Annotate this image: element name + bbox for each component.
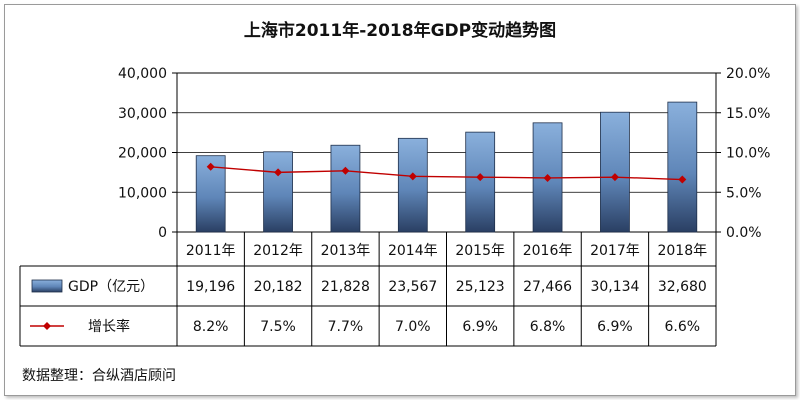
growth-value: 6.6% bbox=[665, 319, 701, 335]
gdp-bars bbox=[195, 101, 698, 233]
gdp-value: 32,680 bbox=[658, 279, 707, 295]
right-tick-label: 10.0% bbox=[726, 146, 770, 162]
gdp-bar bbox=[330, 144, 361, 233]
right-tick-label: 20.0% bbox=[726, 66, 770, 82]
legend-gdp-swatch bbox=[31, 279, 63, 293]
growth-value: 7.7% bbox=[328, 319, 364, 335]
growth-value: 7.0% bbox=[395, 319, 431, 335]
gridlines bbox=[177, 72, 716, 193]
legend-rate-label: 增长率 bbox=[88, 318, 130, 335]
left-tick-label: 40,000 bbox=[118, 66, 167, 82]
gdp-value: 30,134 bbox=[590, 279, 639, 295]
gdp-bar bbox=[667, 101, 698, 233]
growth-point bbox=[543, 173, 552, 182]
chart-title: 上海市2011年-2018年GDP变动趋势图 bbox=[244, 20, 556, 41]
category-label: 2015年 bbox=[455, 243, 505, 259]
growth-value: 6.9% bbox=[597, 319, 633, 335]
source-note: 数据整理：合纵酒店顾问 bbox=[22, 368, 176, 384]
category-label: 2014年 bbox=[388, 243, 438, 259]
right-axis: 0.0% 5.0% 10.0% 15.0% 20.0% bbox=[716, 66, 770, 241]
right-tick-label: 5.0% bbox=[726, 185, 762, 201]
left-tick-label: 30,000 bbox=[118, 106, 167, 122]
growth-line bbox=[206, 162, 687, 184]
growth-value: 8.2% bbox=[193, 319, 229, 335]
gdp-value: 20,182 bbox=[254, 279, 303, 295]
legend-rate-marker bbox=[43, 322, 51, 330]
gdp-value: 23,567 bbox=[388, 279, 437, 295]
legend-gdp-label: GDP（亿元） bbox=[68, 279, 154, 295]
gdp-value: 25,123 bbox=[456, 279, 505, 295]
category-label: 2017年 bbox=[590, 243, 640, 259]
gdp-value: 19,196 bbox=[186, 279, 235, 295]
growth-value: 7.5% bbox=[260, 319, 296, 335]
category-label: 2011年 bbox=[186, 243, 236, 259]
gdp-bar bbox=[465, 131, 496, 233]
growth-point bbox=[341, 166, 350, 175]
growth-point bbox=[274, 168, 283, 177]
left-tick-label: 10,000 bbox=[118, 185, 167, 201]
growth-value: 6.8% bbox=[530, 319, 566, 335]
gdp-bar bbox=[195, 155, 226, 233]
gdp-bar bbox=[600, 111, 630, 233]
growth-point bbox=[476, 173, 485, 182]
left-tick-label: 20,000 bbox=[118, 146, 167, 162]
left-axis: 0 10,000 20,000 30,000 40,000 bbox=[118, 66, 177, 241]
growth-point bbox=[678, 175, 687, 184]
right-tick-label: 15.0% bbox=[726, 106, 770, 122]
growth-line-path bbox=[210, 166, 683, 181]
right-tick-label: 0.0% bbox=[726, 225, 762, 241]
data-table: 2011年 2012年 2013年 2014年 2015年 2016年 2017年 2018年… bbox=[19, 232, 717, 347]
gdp-value: 21,828 bbox=[321, 279, 370, 295]
growth-point bbox=[610, 173, 619, 182]
category-label: 2016年 bbox=[523, 243, 573, 259]
growth-point bbox=[206, 162, 215, 171]
gdp-bar bbox=[263, 151, 293, 233]
left-tick-label: 0 bbox=[158, 225, 167, 241]
category-label: 2013年 bbox=[321, 243, 371, 259]
gdp-bar bbox=[397, 137, 428, 233]
growth-point bbox=[408, 172, 417, 181]
category-label: 2012年 bbox=[253, 243, 303, 259]
gdp-value: 27,466 bbox=[523, 279, 572, 295]
growth-value: 6.9% bbox=[462, 319, 498, 335]
category-label: 2018年 bbox=[657, 243, 707, 259]
